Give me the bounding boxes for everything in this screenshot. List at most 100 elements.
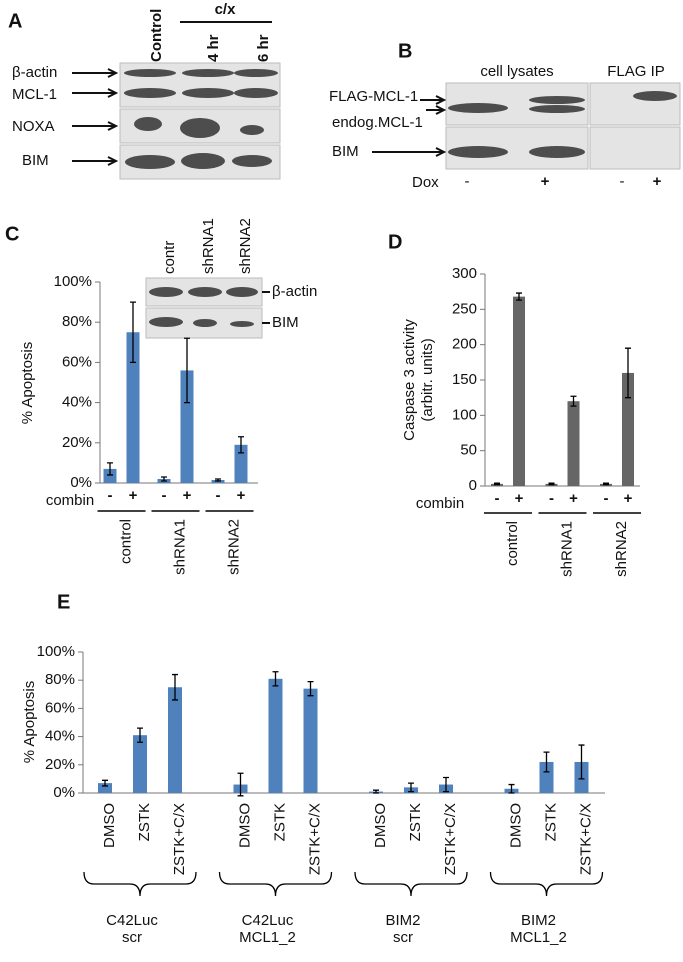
bar bbox=[303, 688, 318, 793]
y-tick-label: 100 bbox=[452, 406, 477, 423]
group-label: scr bbox=[393, 929, 413, 946]
band bbox=[182, 69, 234, 77]
x-tick-label: DMSO bbox=[236, 803, 253, 848]
x-tick-label: ZSTK bbox=[407, 803, 424, 841]
error-bar bbox=[408, 782, 414, 793]
bar bbox=[98, 783, 112, 793]
group-label: control bbox=[117, 519, 134, 564]
bar bbox=[268, 678, 283, 793]
error-bar bbox=[184, 337, 190, 404]
lane-label: shRNA1 bbox=[200, 218, 217, 274]
lane-label: shRNA2 bbox=[237, 218, 254, 274]
error-bar bbox=[494, 482, 500, 486]
panel-label: D bbox=[388, 231, 402, 253]
error-bar bbox=[102, 779, 108, 787]
y-tick-label: 80% bbox=[62, 313, 92, 330]
x-tick-label: ZSTK+C/X bbox=[577, 803, 594, 875]
bar bbox=[168, 687, 182, 793]
group-label: MCL1_2 bbox=[239, 929, 296, 946]
error-bar bbox=[272, 671, 279, 687]
arrow bbox=[372, 95, 447, 157]
bar bbox=[513, 296, 525, 486]
panel-label: A bbox=[8, 10, 22, 32]
dox-sign: - bbox=[620, 173, 625, 190]
bar bbox=[622, 372, 634, 486]
x-tick-label: + bbox=[237, 487, 246, 504]
error-bar bbox=[215, 478, 221, 482]
lane-label: 4 hr bbox=[205, 34, 222, 62]
bar bbox=[539, 761, 554, 793]
x-tick-label: ZSTK bbox=[542, 803, 559, 841]
band bbox=[180, 118, 220, 138]
band bbox=[188, 287, 222, 297]
dox-sign: + bbox=[541, 173, 550, 190]
y-tick-label: 0% bbox=[70, 474, 92, 491]
row-label: combin bbox=[416, 495, 464, 512]
section-label: cell lysates bbox=[480, 63, 553, 80]
lanes-header: c/x bbox=[215, 1, 237, 18]
x-tick-label: DMSO bbox=[507, 803, 524, 848]
band bbox=[529, 96, 585, 104]
band bbox=[234, 88, 278, 98]
row-label: BIM bbox=[272, 314, 299, 331]
band bbox=[149, 287, 183, 297]
error-bar bbox=[161, 476, 167, 482]
error-bar bbox=[172, 673, 178, 701]
error-bar bbox=[137, 727, 143, 743]
group-label: C42Luc bbox=[106, 912, 158, 929]
row-label: combin bbox=[46, 492, 94, 509]
x-tick-label: ZSTK+C/X bbox=[442, 803, 459, 875]
panel-label: E bbox=[57, 591, 70, 613]
y-tick-label: 40% bbox=[45, 728, 75, 745]
group-brace bbox=[489, 871, 604, 897]
x-tick-label: - bbox=[162, 487, 167, 504]
band bbox=[182, 88, 234, 98]
group-label: BIM2 bbox=[385, 912, 420, 929]
x-tick-label: DMSO bbox=[101, 803, 118, 848]
group-label: scr bbox=[122, 929, 142, 946]
blot-strip bbox=[589, 126, 681, 170]
band bbox=[125, 155, 175, 169]
error-bar bbox=[237, 772, 244, 797]
y-axis-title: Caspase 3 activity bbox=[401, 319, 418, 441]
y-tick-label: 100% bbox=[37, 643, 75, 660]
y-tick-label: 80% bbox=[45, 671, 75, 688]
dox-label: Dox bbox=[412, 174, 439, 191]
error-bar bbox=[578, 744, 585, 780]
x-tick-label: - bbox=[604, 490, 609, 507]
error-bar bbox=[543, 751, 550, 773]
row-label: FLAG-MCL-1 bbox=[329, 88, 418, 105]
y-tick-label: 300 bbox=[452, 265, 477, 282]
y-axis-title: (arbitr. units) bbox=[419, 338, 436, 421]
x-tick-label: + bbox=[129, 487, 138, 504]
panel-label: B bbox=[398, 40, 412, 62]
band bbox=[230, 321, 254, 327]
y-axis-title: % Apoptosis bbox=[21, 681, 38, 764]
panel-label: C bbox=[5, 223, 19, 245]
row-label: NOXA bbox=[12, 118, 55, 135]
blot-b: cell lysates FLAG IP FLAG-MCL-1 endog.MC… bbox=[329, 63, 681, 191]
group-label: shRNA2 bbox=[613, 521, 630, 577]
x-tick-label: - bbox=[216, 487, 221, 504]
x-tick-label: + bbox=[183, 487, 192, 504]
y-tick-label: 50 bbox=[460, 442, 477, 459]
error-bar bbox=[548, 482, 555, 486]
band bbox=[234, 69, 278, 77]
error-bar bbox=[130, 301, 136, 364]
group-label: MCL1_2 bbox=[510, 929, 567, 946]
bar bbox=[567, 401, 580, 486]
band bbox=[134, 117, 162, 131]
lane-label: Control bbox=[148, 9, 165, 62]
band bbox=[529, 146, 585, 158]
group-label: control bbox=[504, 521, 521, 566]
x-tick-label: - bbox=[549, 490, 554, 507]
bar bbox=[180, 370, 194, 483]
x-tick-label: + bbox=[569, 490, 578, 507]
band bbox=[149, 317, 183, 327]
group-brace bbox=[354, 871, 468, 897]
row-label: BIM bbox=[22, 152, 49, 169]
blot-c-inset: contr shRNA1 shRNA2 β-actin BIM bbox=[145, 218, 317, 339]
x-tick-label: ZSTK+C/X bbox=[306, 803, 323, 875]
y-tick-label: 100% bbox=[54, 273, 92, 290]
